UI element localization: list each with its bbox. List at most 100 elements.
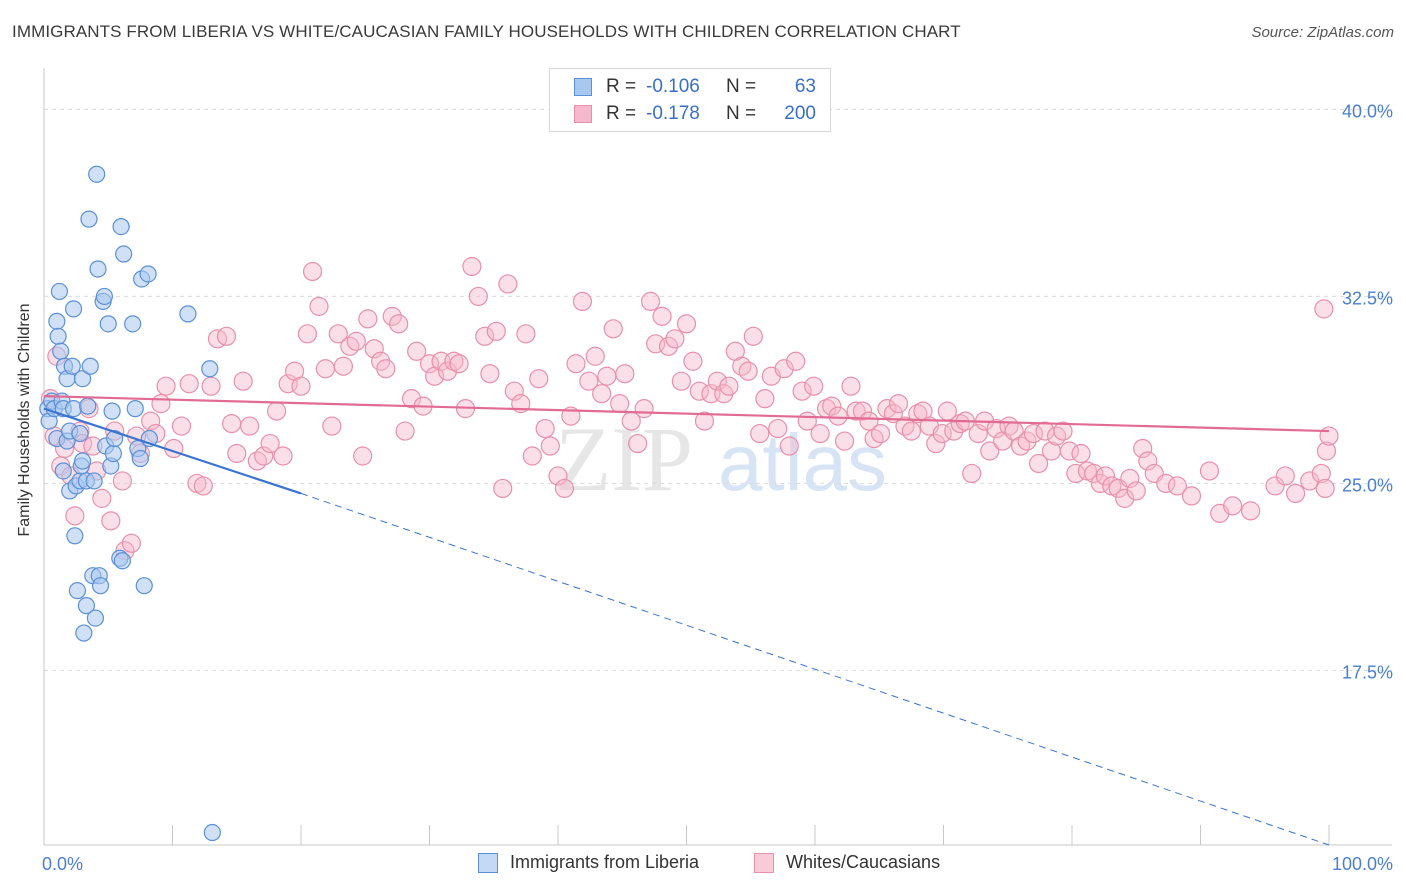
data-point-liberia bbox=[135, 577, 153, 595]
data-point-whites bbox=[786, 351, 806, 371]
data-point-whites bbox=[1115, 488, 1135, 508]
data-point-whites bbox=[792, 381, 812, 401]
data-point-whites bbox=[1059, 441, 1080, 461]
legend-swatch-whites bbox=[754, 852, 774, 873]
data-point-whites bbox=[1023, 423, 1044, 444]
data-point-whites bbox=[233, 371, 253, 391]
legend-label-liberia: Immigrants from Liberia bbox=[510, 852, 700, 872]
data-point-liberia bbox=[104, 444, 122, 463]
data-point-whites bbox=[522, 446, 542, 466]
data-point-whites bbox=[738, 361, 758, 381]
data-point-whites bbox=[1199, 461, 1220, 481]
data-point-whites bbox=[395, 421, 415, 441]
legend-item-liberia[interactable]: Immigrants from Liberia bbox=[478, 852, 699, 873]
data-point-whites bbox=[1241, 501, 1261, 521]
data-point-liberia bbox=[73, 452, 92, 470]
data-point-whites bbox=[101, 511, 121, 531]
data-point-whites bbox=[353, 446, 373, 466]
x-tick-label-left: 0.0% bbox=[42, 854, 83, 874]
data-point-liberia bbox=[66, 527, 84, 545]
data-point-whites bbox=[640, 291, 661, 312]
data-point-whites bbox=[401, 389, 422, 409]
series-legend: Immigrants from Liberia Whites/Caucasian… bbox=[0, 852, 1406, 878]
legend-r-label: R = bbox=[606, 103, 637, 124]
data-point-whites bbox=[254, 446, 274, 466]
data-point-whites bbox=[297, 324, 318, 344]
data-point-whites bbox=[694, 411, 715, 431]
data-point-whites bbox=[179, 374, 199, 394]
source-label: Source: ZipAtlas.com bbox=[1251, 24, 1394, 41]
data-point-whites bbox=[1010, 436, 1031, 456]
data-point-whites bbox=[193, 476, 213, 496]
data-point-whites bbox=[1095, 466, 1116, 486]
data-point-whites bbox=[828, 406, 848, 426]
data-point-whites bbox=[480, 364, 500, 384]
tick-labels: 40.0% 32.5% 25.0% 17.5% 0.0% 100.0% bbox=[42, 101, 1393, 874]
data-point-whites bbox=[322, 416, 342, 436]
data-point-liberia bbox=[85, 472, 103, 490]
data-point-whites bbox=[266, 401, 287, 421]
data-point-whites bbox=[822, 396, 842, 416]
data-point-liberia bbox=[68, 582, 87, 600]
data-point-liberia bbox=[126, 400, 144, 418]
data-point-whites bbox=[615, 364, 635, 384]
data-point-whites bbox=[121, 533, 141, 553]
data-point-whites bbox=[1319, 426, 1339, 446]
data-point-whites bbox=[1028, 453, 1049, 474]
data-point-whites bbox=[1223, 496, 1243, 516]
data-point-whites bbox=[156, 376, 176, 396]
data-point-whites bbox=[888, 394, 909, 414]
data-point-whites bbox=[516, 324, 536, 344]
data-point-whites bbox=[1316, 441, 1337, 461]
data-point-whites bbox=[291, 376, 311, 396]
data-point-whites bbox=[980, 441, 1000, 461]
data-point-whites bbox=[743, 326, 763, 346]
data-point-whites bbox=[895, 416, 915, 436]
data-point-whites bbox=[315, 359, 336, 379]
legend-r-value: -0.106 bbox=[646, 76, 700, 97]
data-point-liberia bbox=[73, 370, 92, 388]
y-tick-label: 25.0% bbox=[1342, 475, 1393, 495]
data-point-whites bbox=[572, 291, 593, 312]
data-point-whites bbox=[407, 341, 427, 361]
trend-line-liberia bbox=[43, 407, 302, 495]
data-point-whites bbox=[364, 339, 384, 359]
data-point-whites bbox=[566, 354, 586, 374]
data-point-whites bbox=[540, 436, 560, 456]
correlation-legend: R = -0.106 N = 63 R = -0.178 N = 200 bbox=[549, 68, 831, 132]
data-point-whites bbox=[340, 336, 360, 356]
data-point-liberia bbox=[86, 609, 105, 627]
data-point-whites bbox=[1300, 471, 1320, 491]
data-point-whites bbox=[273, 446, 293, 466]
data-point-whites bbox=[870, 423, 891, 444]
data-point-liberia bbox=[64, 400, 83, 418]
data-point-liberia bbox=[79, 397, 97, 415]
data-point-whites bbox=[1017, 431, 1037, 451]
data-point-whites bbox=[804, 376, 824, 396]
data-point-liberia bbox=[77, 597, 96, 615]
trend-line-liberia-extension bbox=[300, 492, 1330, 846]
data-point-liberia bbox=[50, 282, 69, 301]
data-point-whites bbox=[676, 314, 697, 334]
data-point-whites bbox=[437, 361, 458, 381]
data-point-liberia bbox=[112, 218, 130, 236]
data-point-liberia bbox=[71, 424, 89, 443]
data-point-liberia bbox=[54, 462, 72, 480]
legend-item-whites[interactable]: Whites/Caucasians bbox=[754, 852, 940, 873]
data-point-liberia bbox=[88, 165, 106, 183]
data-point-whites bbox=[834, 431, 855, 451]
data-point-whites bbox=[768, 418, 788, 439]
data-point-whites bbox=[689, 381, 709, 401]
data-point-whites bbox=[1265, 476, 1285, 496]
data-point-whites bbox=[358, 309, 378, 329]
legend-r-label: R = bbox=[606, 76, 637, 97]
data-point-liberia bbox=[75, 624, 93, 642]
data-point-whites bbox=[1315, 478, 1335, 499]
data-point-liberia bbox=[103, 402, 121, 420]
data-point-whites bbox=[389, 314, 409, 334]
data-point-whites bbox=[579, 371, 599, 391]
legend-swatch-pink bbox=[574, 105, 592, 123]
data-point-whites bbox=[774, 359, 794, 379]
data-point-whites bbox=[750, 423, 770, 444]
data-point-whites bbox=[779, 436, 799, 456]
